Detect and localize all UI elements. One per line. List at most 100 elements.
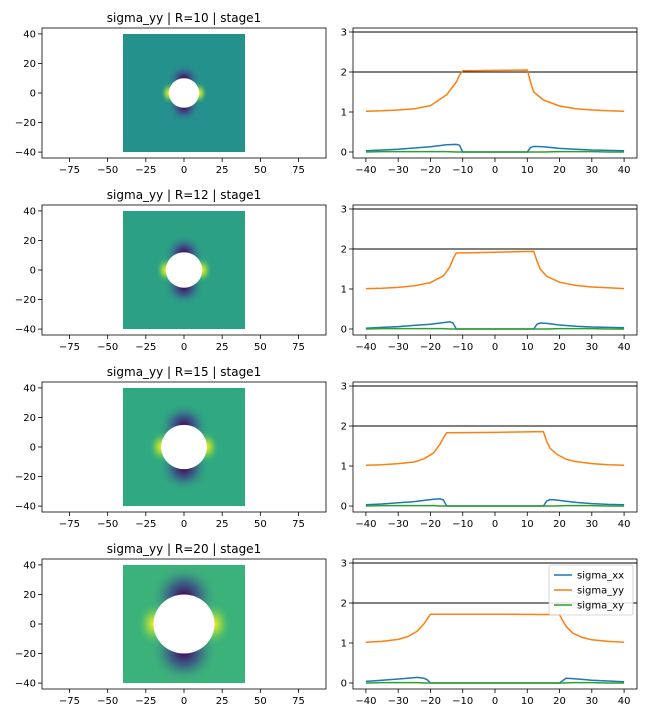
x-tick-label: 10: [521, 519, 534, 530]
y-tick-label: 0: [30, 620, 36, 631]
x-tick-label: −30: [388, 519, 409, 530]
y-tick-label: −20: [15, 118, 36, 129]
y-tick-label: 1: [341, 285, 347, 296]
plot-title: sigma_yy | R=15 | stage1: [107, 365, 261, 379]
legend-label: sigma_yy: [577, 586, 624, 597]
x-tick-label: 30: [585, 519, 598, 530]
y-tick-label: 20: [23, 236, 36, 247]
y-tick-label: 0: [341, 502, 347, 513]
heatmap-panel-3: sigma_yy | R=15 | stage1 −75 −50 −25 0 25 50 75…: [15, 365, 327, 530]
y-tick-label: −20: [15, 295, 36, 306]
x-tick-label: −50: [97, 342, 118, 353]
x-tick-label: −25: [135, 696, 156, 707]
series-sigma-yy: [365, 250, 625, 290]
x-tick-label: −25: [135, 519, 156, 530]
stress-field: [122, 33, 246, 153]
y-tick-label: −20: [15, 472, 36, 483]
axes-frame: [352, 204, 638, 336]
heatmap-panel-4: sigma_yy | R=20 | stage1 −75 −50 −25 0 25 50 75…: [15, 542, 327, 707]
x-tick-label: −30: [388, 342, 409, 353]
legend-label: sigma_xy: [577, 601, 624, 612]
x-tick-label: −75: [59, 696, 80, 707]
x-tick-label: 0: [181, 519, 187, 530]
x-tick-label: 0: [181, 696, 187, 707]
legend-label: sigma_xx: [577, 571, 624, 582]
y-tick-label: 1: [341, 462, 347, 473]
y-tick-label: 0: [30, 89, 36, 100]
plot-title: sigma_yy | R=12 | stage1: [107, 188, 261, 202]
y-tick-label: −40: [15, 502, 36, 513]
x-tick-label: 75: [292, 696, 305, 707]
x-tick-label: −25: [135, 165, 156, 176]
x-tick-label: 25: [216, 519, 229, 530]
x-tick-label: 10: [521, 696, 534, 707]
x-tick-label: 0: [492, 519, 498, 530]
y-tick-label: −20: [15, 649, 36, 660]
y-tick-label: 40: [23, 560, 36, 571]
y-tick-label: 20: [23, 590, 36, 601]
plots: sigma_yy | R=10 | stage1 −75 −50 −25 0 25 50 75…: [15, 11, 638, 707]
stress-field: [122, 387, 246, 507]
legend-box: [548, 564, 634, 616]
y-tick-label: 20: [23, 59, 36, 70]
x-tick-label: 30: [585, 165, 598, 176]
x-tick-label: 75: [292, 165, 305, 176]
legend: sigma_xx sigma_yy sigma_xy: [548, 564, 634, 616]
x-tick-label: −10: [452, 696, 473, 707]
heatmap-panel-2: sigma_yy | R=12 | stage1 −75 −50 −25 0 25 50 75…: [15, 188, 327, 353]
plot-title: sigma_yy | R=20 | stage1: [107, 542, 261, 556]
x-tick-label: 30: [585, 696, 598, 707]
x-tick-label: −50: [97, 696, 118, 707]
plot-title: sigma_yy | R=10 | stage1: [107, 11, 261, 25]
x-tick-label: −75: [59, 519, 80, 530]
x-tick-label: −75: [59, 165, 80, 176]
x-tick-label: −75: [59, 342, 80, 353]
x-tick-label: −40: [355, 519, 376, 530]
hole: [165, 252, 203, 288]
x-tick-label: 75: [292, 519, 305, 530]
y-tick-label: 0: [30, 266, 36, 277]
x-tick-label: 0: [492, 342, 498, 353]
hole: [153, 594, 215, 654]
x-tick-label: −20: [420, 342, 441, 353]
heatmap-panel-1: sigma_yy | R=10 | stage1 −75 −50 −25 0 25 50 75…: [15, 11, 327, 176]
y-tick-label: 3: [341, 559, 347, 570]
y-tick-label: 40: [23, 383, 36, 394]
x-tick-label: 10: [521, 165, 534, 176]
x-tick-label: 20: [553, 342, 566, 353]
y-tick-label: 40: [23, 29, 36, 40]
x-tick-label: 30: [585, 342, 598, 353]
x-tick-label: −10: [452, 519, 473, 530]
y-tick-label: 1: [341, 639, 347, 650]
y-tick-label: 20: [23, 413, 36, 424]
line-panel-4: −40 −30 −20 −10 0 10 20 30 40 0 1 2 3 sigma_xx sigma_y…: [341, 559, 638, 707]
x-tick-label: 40: [618, 696, 631, 707]
x-tick-label: 20: [553, 165, 566, 176]
axes-frame: [41, 558, 327, 690]
axes-frame: [41, 381, 327, 513]
y-tick-label: 3: [341, 205, 347, 216]
x-tick-label: −10: [452, 165, 473, 176]
x-tick-label: −30: [388, 165, 409, 176]
series-sigma-yy: [365, 613, 625, 643]
y-tick-label: 0: [341, 325, 347, 336]
y-tick-label: 3: [341, 28, 347, 39]
line-panel-3: −40 −30 −20 −10 0 10 20 30 40 0 1 2 3: [341, 382, 638, 530]
y-tick-label: 2: [341, 422, 347, 433]
x-tick-label: −20: [420, 696, 441, 707]
x-tick-label: −40: [355, 696, 376, 707]
x-tick-label: 10: [521, 342, 534, 353]
x-tick-label: 50: [254, 696, 267, 707]
y-tick-label: 0: [30, 443, 36, 454]
x-tick-label: 40: [618, 519, 631, 530]
x-tick-label: 50: [254, 342, 267, 353]
x-tick-label: 40: [618, 342, 631, 353]
x-tick-label: 0: [181, 165, 187, 176]
axes-frame: [352, 27, 638, 159]
y-tick-label: 2: [341, 245, 347, 256]
x-tick-label: 50: [254, 519, 267, 530]
x-tick-label: 25: [216, 342, 229, 353]
x-tick-label: 20: [553, 519, 566, 530]
x-tick-label: −25: [135, 342, 156, 353]
x-tick-label: −20: [420, 165, 441, 176]
